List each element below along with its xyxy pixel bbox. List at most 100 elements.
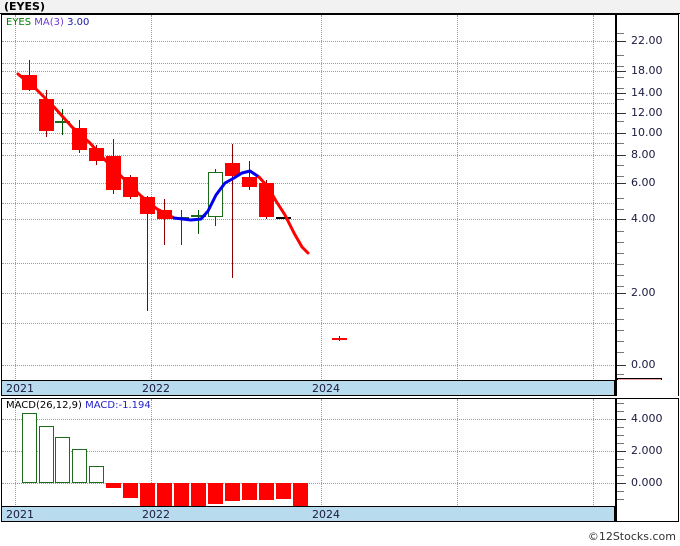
price-axis-label: 4.00 [631, 212, 656, 225]
macd-axis-minor-tick [617, 403, 624, 404]
price-axis-minor-tick [617, 198, 624, 199]
macd-axis-tick [617, 483, 626, 484]
price-x-axis-band: 2021 2022 2024 [1, 380, 615, 396]
macd-axis-label: 0.000 [631, 476, 663, 489]
macd-gridline-vertical [457, 399, 458, 506]
macd-axis-minor-tick [617, 491, 624, 492]
price-axis-tick [617, 293, 626, 294]
candle-body[interactable] [332, 337, 347, 340]
macd-histogram-bar[interactable] [72, 448, 87, 483]
price-axis-minor-tick [617, 330, 624, 331]
candle-body[interactable] [22, 74, 37, 90]
price-axis-tick [617, 93, 626, 94]
candle-wick [181, 210, 182, 245]
price-axis-band-filler [615, 380, 679, 396]
price-axis-minor-tick [617, 341, 624, 342]
macd-histogram-bar[interactable] [157, 483, 172, 506]
candle-body[interactable] [140, 197, 155, 214]
price-plot-area[interactable]: EYES MA(3) 3.00 [1, 14, 615, 380]
price-axis-tick [617, 219, 626, 220]
candle-body[interactable] [191, 215, 206, 218]
legend-symbol: EYES [6, 17, 32, 28]
candle-body[interactable] [89, 148, 104, 161]
macd-axis-tick [617, 419, 626, 420]
x-axis-year-label: 2024 [312, 508, 340, 521]
macd-histogram-bar[interactable] [191, 483, 206, 506]
gridline-horizontal [2, 93, 615, 94]
price-axis-tick [617, 71, 626, 72]
macd-axis-band-filler [615, 506, 679, 522]
x-axis-year-label: 2021 [6, 382, 34, 395]
gridline-vertical [15, 15, 16, 380]
gridline-horizontal [2, 63, 615, 64]
price-axis-label: 8.00 [631, 148, 656, 161]
price-axis-minor-tick [617, 352, 624, 353]
macd-histogram-bar[interactable] [225, 483, 240, 501]
price-axis-label: 0.00 [631, 358, 656, 371]
macd-histogram-bar[interactable] [208, 483, 223, 504]
gridline-horizontal [2, 133, 615, 134]
price-axis-minor-tick [617, 319, 624, 320]
macd-axis-minor-tick [617, 411, 624, 412]
price-legend: EYES MA(3) 3.00 [6, 17, 89, 28]
candle-body[interactable] [259, 183, 274, 218]
candle-body[interactable] [225, 163, 240, 176]
macd-histogram-bar[interactable] [140, 483, 155, 506]
candle-body[interactable] [55, 121, 70, 123]
price-axis-tick [617, 365, 626, 366]
gridline-horizontal [2, 203, 615, 204]
gridline-horizontal [2, 103, 615, 104]
macd-gridline-vertical [321, 399, 322, 506]
macd-histogram-bar[interactable] [89, 466, 104, 483]
macd-x-axis-band: 2021 2022 2024 [1, 506, 615, 522]
candle-body[interactable] [123, 177, 138, 198]
macd-axis: 4.000 2.000 0.000 [615, 398, 679, 506]
macd-axis-label: 4.000 [631, 412, 663, 425]
candle-body[interactable] [72, 128, 87, 150]
gridline-vertical [321, 15, 322, 380]
macd-axis-minor-tick [617, 475, 624, 476]
macd-plot-area[interactable]: MACD(26,12,9) MACD:-1.194 [1, 398, 615, 506]
price-axis-minor-tick [617, 374, 624, 375]
price-axis-minor-tick [617, 264, 624, 265]
macd-histogram-bar[interactable] [106, 483, 121, 488]
price-axis-label: 14.00 [631, 86, 663, 99]
macd-histogram-bar[interactable] [293, 483, 308, 506]
candle-body[interactable] [276, 217, 291, 220]
candle-wick [164, 199, 165, 245]
macd-histogram-bar[interactable] [276, 483, 291, 499]
price-axis-minor-tick [617, 121, 624, 122]
candle-body[interactable] [174, 217, 189, 220]
macd-histogram-bar[interactable] [39, 426, 54, 483]
price-axis: 22.00 18.00 14.00 12.00 10.00 8.00 6.00 4.00 2.0… [615, 14, 679, 380]
candle-body[interactable] [208, 171, 223, 218]
x-axis-year-label: 2024 [312, 382, 340, 395]
price-axis-label: 12.00 [631, 106, 663, 119]
macd-histogram-bar[interactable] [174, 483, 189, 506]
macd-axis-minor-tick [617, 467, 624, 468]
macd-histogram-bar[interactable] [22, 413, 37, 483]
candle-body[interactable] [242, 177, 257, 187]
price-axis-label: 18.00 [631, 64, 663, 77]
price-axis-minor-tick [617, 253, 624, 254]
price-axis-label: 2.00 [631, 286, 656, 299]
moving-average-line [16, 72, 310, 255]
price-axis-minor-tick [617, 286, 624, 287]
x-axis-year-label: 2022 [142, 382, 170, 395]
price-axis-tick [617, 133, 626, 134]
macd-histogram-bar[interactable] [55, 436, 70, 483]
price-axis-minor-tick [617, 242, 624, 243]
title-bar: (EYES) [0, 0, 680, 14]
price-axis-minor-tick [617, 99, 624, 100]
macd-histogram-bar[interactable] [242, 483, 257, 500]
price-axis-tick [617, 183, 626, 184]
candle-body[interactable] [157, 210, 172, 219]
candle-body[interactable] [106, 156, 121, 191]
macd-histogram-bar[interactable] [259, 483, 274, 500]
candle-body[interactable] [39, 99, 54, 131]
macd-legend-value: MACD:-1.194 [85, 400, 151, 411]
price-axis-minor-tick [617, 66, 624, 67]
macd-histogram-bar[interactable] [123, 483, 138, 499]
macd-gridline-vertical [15, 399, 16, 506]
